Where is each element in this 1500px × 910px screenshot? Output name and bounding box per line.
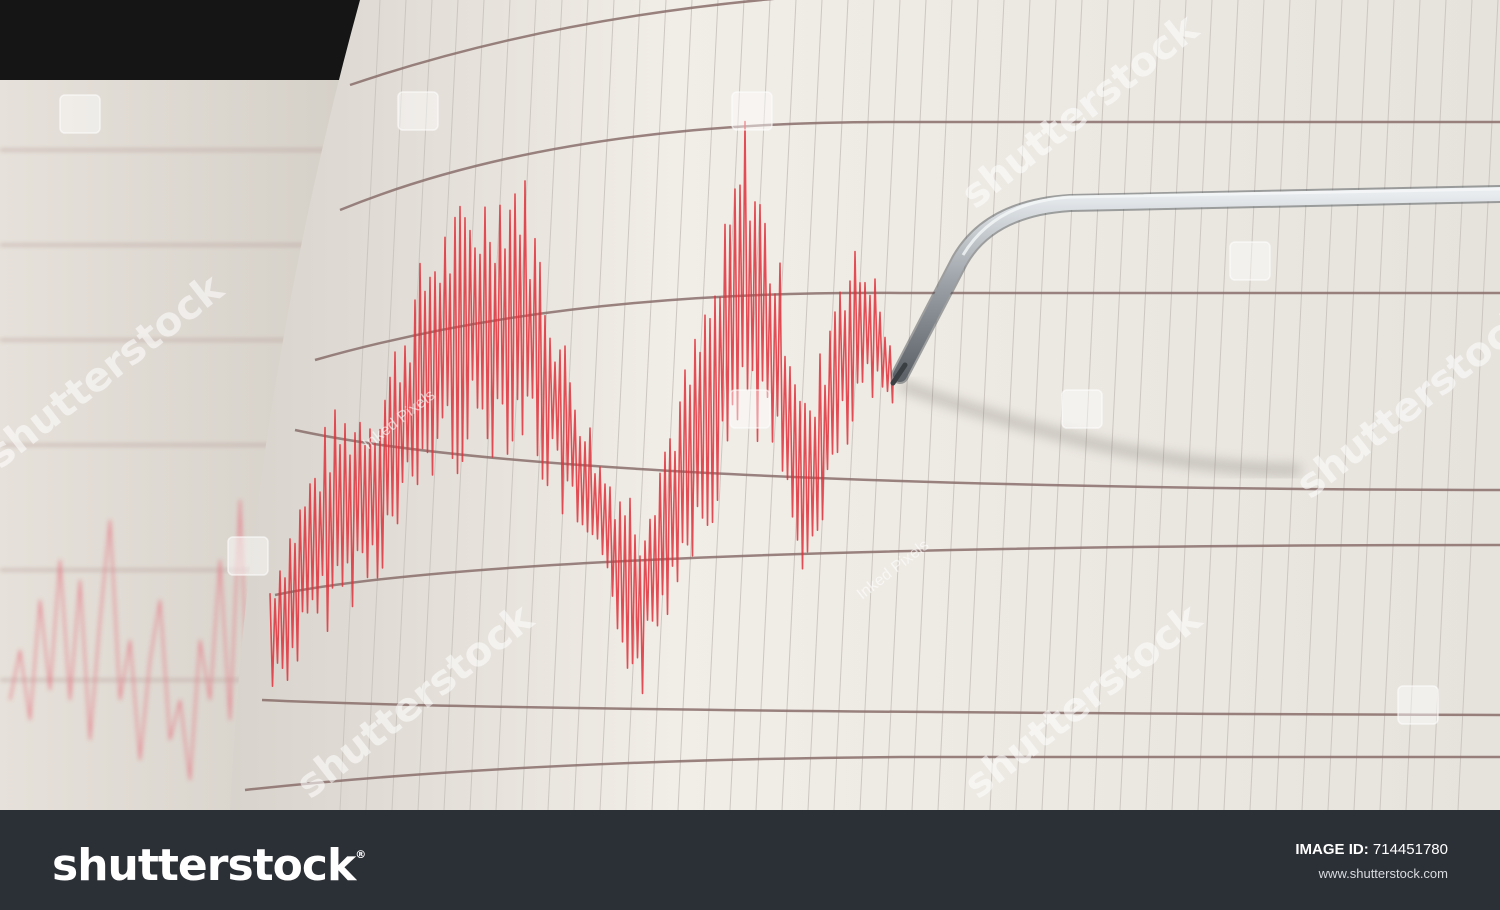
seismograph-photo: shutterstock shutterstock shutterstock s…	[0, 0, 1500, 810]
image-id-value: 714451780	[1372, 841, 1448, 858]
recording-needle	[890, 185, 1500, 386]
needle-shadow	[898, 380, 1301, 475]
footer-bar: shutterstock® IMAGE ID: 714451780 www.sh…	[0, 810, 1500, 910]
site-url[interactable]: www.shutterstock.com	[1318, 866, 1448, 881]
seismograph-scene: shutterstock shutterstock shutterstock s…	[0, 0, 1500, 810]
shutterstock-logo[interactable]: shutterstock®	[52, 840, 366, 891]
image-meta: IMAGE ID: 714451780 www.shutterstock.com	[1295, 840, 1448, 885]
seismic-trace	[269, 120, 894, 695]
image-id-label: IMAGE ID:	[1295, 841, 1369, 858]
dark-background	[0, 0, 370, 80]
image-id-row: IMAGE ID: 714451780	[1295, 840, 1448, 860]
